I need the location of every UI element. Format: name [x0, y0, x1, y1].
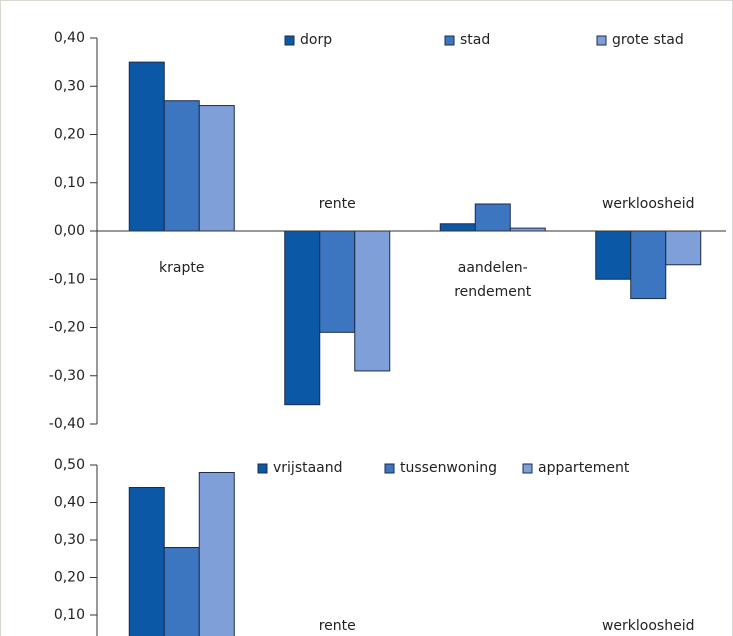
legend-label: grote stad — [612, 32, 684, 48]
category-label: aandelen- rendement — [454, 260, 532, 300]
legend-label: tussenwoning — [400, 460, 497, 476]
legend-swatch — [384, 463, 395, 474]
bar — [128, 61, 165, 232]
y-tick-label: 0,20 — [54, 570, 85, 586]
bar — [198, 472, 235, 636]
y-tick-label: 0,30 — [54, 532, 85, 548]
y-tick-label: 0,20 — [54, 127, 85, 143]
y-tick-label: 0,30 — [54, 78, 85, 94]
y-tick-label: -0,40 — [49, 416, 85, 432]
legend-label: vrijstaand — [273, 460, 343, 476]
y-tick-label: 0,10 — [54, 175, 85, 191]
legend-swatch — [444, 35, 455, 46]
y-tick-label: 0,40 — [54, 30, 85, 46]
y-tick-label: 0,50 — [54, 457, 85, 473]
y-tick-label: -0,10 — [49, 271, 85, 287]
bar — [163, 547, 200, 636]
legend-label: appartement — [538, 460, 630, 476]
y-tick-label: -0,30 — [49, 368, 85, 384]
y-tick-label: 0,40 — [54, 495, 85, 511]
bar — [128, 487, 165, 636]
bar — [630, 230, 667, 300]
bar — [474, 203, 511, 232]
y-tick-label: 0,10 — [54, 607, 85, 623]
category-label: krapte — [159, 260, 205, 276]
y-tick-label: -0,20 — [49, 320, 85, 336]
legend-swatch — [522, 463, 533, 474]
legend-swatch — [257, 463, 268, 474]
bar — [163, 100, 200, 232]
bar — [665, 230, 702, 266]
bar — [319, 230, 356, 333]
bar — [354, 230, 391, 372]
legend-swatch — [284, 35, 295, 46]
legend-label: stad — [460, 32, 490, 48]
bar — [198, 105, 235, 232]
y-tick-label: 0,00 — [54, 223, 85, 239]
category-label: werkloosheid — [601, 617, 695, 634]
category-label: rente — [318, 617, 356, 634]
category-label: werkloosheid — [601, 196, 695, 212]
category-label: rente — [318, 196, 356, 212]
legend-swatch — [596, 35, 607, 46]
legend-label: dorp — [300, 32, 332, 48]
bar — [595, 230, 632, 280]
bar — [284, 230, 321, 406]
bar — [439, 223, 476, 232]
